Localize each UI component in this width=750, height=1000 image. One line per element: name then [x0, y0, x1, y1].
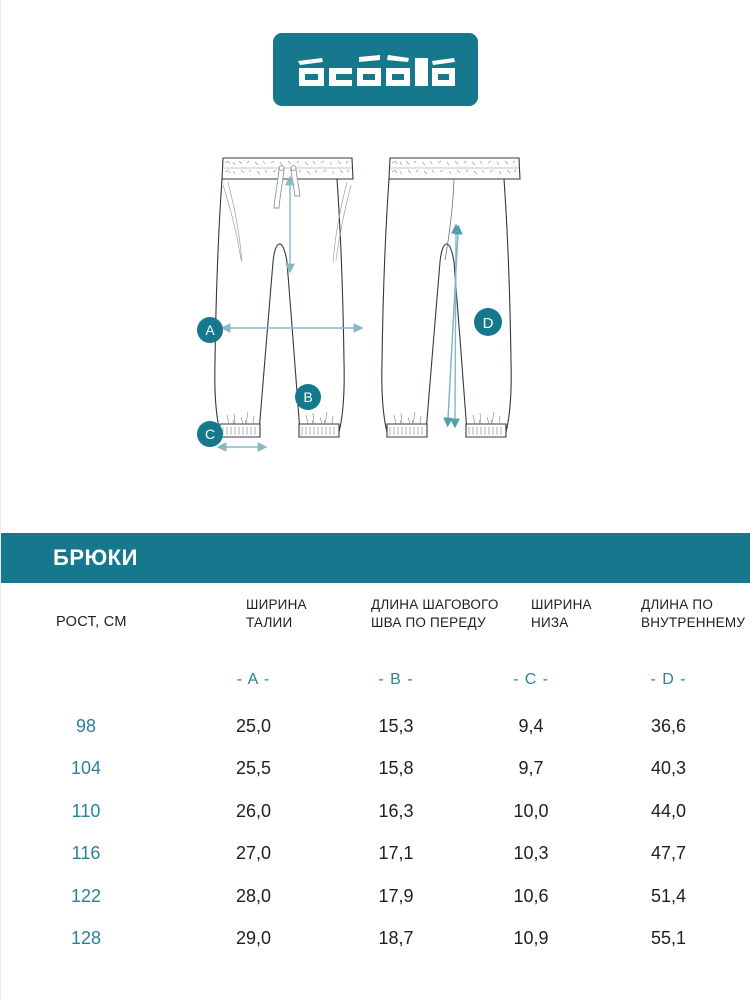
table-row: 122 28,0 17,9 10,6 51,4: [1, 875, 750, 918]
table-row: 110 26,0 16,3 10,0 44,0: [1, 790, 750, 833]
cell-c: 10,0: [513, 800, 549, 821]
acoola-wordmark-icon: [297, 54, 455, 86]
cell-c: 10,3: [513, 843, 549, 864]
column-header-c: ШИРИНА НИЗА: [531, 583, 641, 632]
column-header-b-line1: ДЛИНА ШАГОВОГО: [371, 597, 499, 612]
cell-a: 25,5: [235, 758, 272, 779]
measure-arrow-d: [443, 223, 463, 429]
cell-size: 110: [71, 800, 101, 821]
cell-b: 16,3: [378, 800, 414, 821]
marker-a-label: A: [205, 322, 215, 338]
cell-c: 9,7: [518, 758, 544, 779]
cell-a: 28,0: [235, 885, 272, 906]
column-header-a-line2: ТАЛИИ: [246, 615, 293, 630]
cell-c: 9,4: [518, 715, 544, 736]
column-header-d: ДЛИНА ПО ВНУТРЕННЕМУ ШВУ: [641, 583, 750, 632]
cell-size: 128: [70, 928, 102, 949]
pants-illustration: A B C D: [1, 132, 750, 532]
table-row: 116 27,0 17,1 10,3 47,7: [1, 833, 750, 876]
cell-d: 40,3: [650, 758, 687, 779]
table-letter-row: - A - - B - - C - - D -: [1, 671, 750, 705]
column-header-size: РОСТ, СМ: [56, 614, 127, 630]
column-header-a: ШИРИНА ТАЛИИ: [246, 583, 371, 632]
brand-logo: [273, 33, 478, 106]
pants-front-view: [214, 157, 354, 438]
marker-d-label: D: [483, 315, 494, 332]
cell-a: 25,0: [235, 715, 272, 736]
cell-d: 44,0: [650, 800, 687, 821]
cell-b: 17,9: [378, 885, 414, 906]
marker-b-label: B: [303, 389, 312, 405]
cell-size: 104: [70, 758, 102, 779]
column-header-b: ДЛИНА ШАГОВОГО ШВА ПО ПЕРЕДУ: [371, 583, 531, 632]
cell-a: 29,0: [235, 928, 272, 949]
column-header-b-line2: ШВА ПО ПЕРЕДУ: [371, 615, 486, 630]
marker-c-label: C: [205, 426, 215, 442]
size-table: РОСТ, СМ ШИРИНА ТАЛИИ ДЛИНА ШАГОВОГО ШВА…: [1, 583, 750, 960]
table-row: 128 29,0 18,7 10,9 55,1: [1, 918, 750, 961]
logo-area: [1, 0, 750, 132]
letter-spacer: [1, 671, 191, 705]
cell-d: 47,7: [650, 843, 687, 864]
cell-d: 51,4: [650, 885, 687, 906]
front-cuff-ribbing: [222, 411, 335, 435]
column-header-d-line1: ДЛИНА ПО: [641, 597, 714, 612]
column-letter-d: - D -: [650, 671, 687, 688]
cell-size: 116: [71, 843, 101, 864]
cell-a: 26,0: [235, 800, 272, 821]
column-header-c-line1: ШИРИНА: [531, 597, 592, 612]
table-row: 98 25,0 15,3 9,4 36,6: [1, 705, 750, 748]
column-header-d-line2: ВНУТРЕННЕМУ ШВУ: [641, 615, 750, 630]
column-letter-b: - B -: [378, 671, 414, 688]
cell-size: 122: [70, 885, 102, 906]
cell-a: 27,0: [235, 843, 272, 864]
back-cuff-ribbing: [389, 411, 502, 435]
cell-b: 15,8: [378, 758, 414, 779]
marker-badge-a: A: [197, 317, 223, 343]
marker-badge-b: B: [295, 384, 321, 410]
front-seam-lines: [222, 181, 352, 263]
back-waistband-texture: [389, 160, 520, 175]
cell-b: 17,1: [378, 843, 414, 864]
table-row: 104 25,5 15,8 9,7 40,3: [1, 748, 750, 791]
cell-b: 18,7: [378, 928, 414, 949]
column-letter-a: - A -: [236, 671, 271, 688]
page-title: БРЮКИ: [53, 545, 138, 570]
marker-badge-d: D: [474, 308, 502, 336]
column-header-c-line2: НИЗА: [531, 615, 569, 630]
pants-back-view: [381, 157, 521, 438]
cell-d: 55,1: [650, 928, 687, 949]
cell-b: 15,3: [378, 715, 414, 736]
marker-badge-c: C: [197, 421, 223, 447]
pants-technical-drawing-svg: A B C D: [197, 157, 521, 452]
column-letter-c: - C -: [512, 671, 550, 688]
cell-d: 36,6: [650, 715, 687, 736]
table-header-row: РОСТ, СМ ШИРИНА ТАЛИИ ДЛИНА ШАГОВОГО ШВА…: [1, 583, 750, 671]
cell-c: 10,6: [513, 885, 549, 906]
cell-c: 10,9: [513, 928, 549, 949]
column-header-a-line1: ШИРИНА: [246, 597, 307, 612]
cell-size: 98: [75, 715, 97, 736]
table-title-bar: БРЮКИ: [1, 533, 750, 583]
